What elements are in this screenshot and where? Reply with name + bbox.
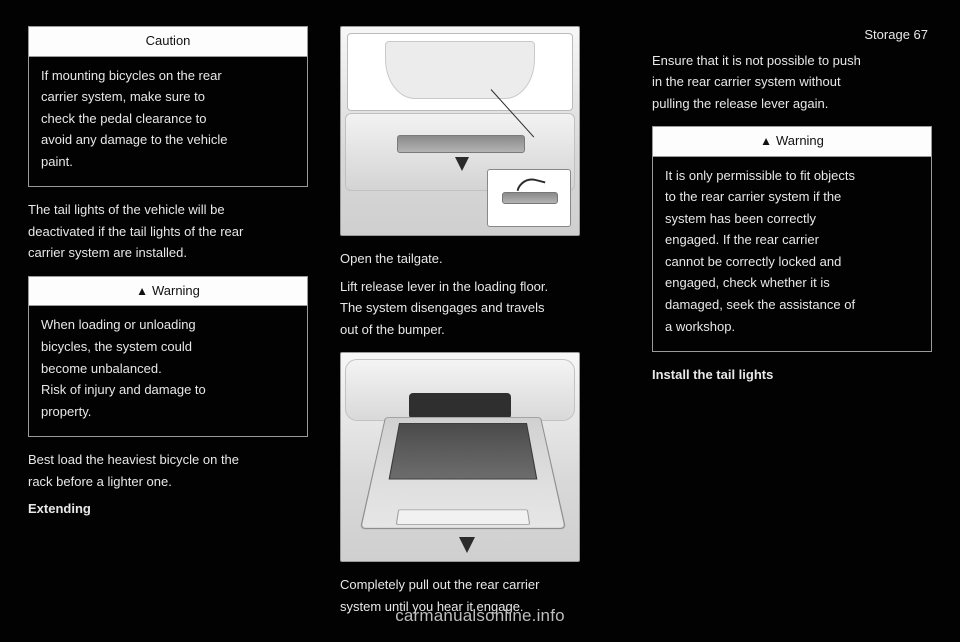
caution-body: If mounting bicycles on the rear carrier… bbox=[29, 57, 307, 187]
caution-title: Caution bbox=[146, 32, 191, 50]
caution-line: carrier system, make sure to bbox=[41, 88, 295, 106]
paragraph: Lift release lever in the loading floor.… bbox=[340, 278, 620, 339]
subheading-tail-lights: Install the tail lights bbox=[652, 366, 932, 384]
warning-line: cannot be correctly locked and bbox=[665, 253, 919, 271]
illustration-shape bbox=[396, 510, 530, 525]
warning-box: ▲ Warning It is only permissible to fit … bbox=[652, 126, 932, 352]
text-line: rack before a lighter one. bbox=[28, 473, 308, 491]
figure-tailgate bbox=[340, 26, 580, 236]
illustration-shape bbox=[502, 192, 558, 204]
text-line: in the rear carrier system without bbox=[652, 73, 932, 91]
text-line: deactivated if the tail lights of the re… bbox=[28, 223, 308, 241]
text-line: out of the bumper. bbox=[340, 321, 620, 339]
warning-line: Risk of injury and damage to bbox=[41, 381, 295, 399]
warning-triangle-icon: ▲ bbox=[760, 135, 772, 147]
caution-line: check the pedal clearance to bbox=[41, 110, 295, 128]
paragraph: Best load the heaviest bicycle on the ra… bbox=[28, 451, 308, 490]
paragraph: Ensure that it is not possible to push i… bbox=[652, 52, 932, 113]
warning-line: a workshop. bbox=[665, 318, 919, 336]
warning-title: Warning bbox=[152, 282, 200, 300]
warning-title: Warning bbox=[776, 132, 824, 150]
warning-line: When loading or unloading bbox=[41, 316, 295, 334]
figure-carrier-extend bbox=[340, 352, 580, 562]
caution-line: paint. bbox=[41, 153, 295, 171]
text-line: Lift release lever in the loading floor. bbox=[340, 278, 620, 296]
warning-line: bicycles, the system could bbox=[41, 338, 295, 356]
warning-line: to the rear carrier system if the bbox=[665, 188, 919, 206]
illustration-shape bbox=[397, 135, 525, 153]
text-line: Completely pull out the rear carrier bbox=[340, 576, 620, 594]
warning-line: engaged. If the rear carrier bbox=[665, 231, 919, 249]
text-line: The tail lights of the vehicle will be bbox=[28, 201, 308, 219]
text-line: Best load the heaviest bicycle on the bbox=[28, 451, 308, 469]
warning-line: become unbalanced. bbox=[41, 360, 295, 378]
paragraph: Open the tailgate. bbox=[340, 250, 620, 268]
warning-body: When loading or unloading bicycles, the … bbox=[29, 306, 307, 436]
column-2: Open the tailgate. Lift release lever in… bbox=[340, 26, 620, 619]
warning-body: It is only permissible to fit objects to… bbox=[653, 157, 931, 351]
text-line: pulling the release lever again. bbox=[652, 95, 932, 113]
warning-header: ▲ Warning bbox=[29, 277, 307, 307]
illustration-shape bbox=[385, 41, 535, 99]
caution-header: Caution bbox=[29, 27, 307, 57]
column-1: Caution If mounting bicycles on the rear… bbox=[28, 26, 308, 619]
arrow-down-icon bbox=[459, 537, 475, 553]
illustration-shape bbox=[389, 423, 538, 480]
paragraph: The tail lights of the vehicle will be d… bbox=[28, 201, 308, 262]
caution-line: avoid any damage to the vehicle bbox=[41, 131, 295, 149]
figure-inset bbox=[487, 169, 571, 227]
warning-line: damaged, seek the assistance of bbox=[665, 296, 919, 314]
text-line: Open the tailgate. bbox=[340, 250, 620, 268]
warning-line: engaged, check whether it is bbox=[665, 274, 919, 292]
column-3: Storage 67 Ensure that it is not possibl… bbox=[652, 26, 932, 619]
warning-line: property. bbox=[41, 403, 295, 421]
subheading-extending: Extending bbox=[28, 500, 308, 518]
illustration-shape bbox=[409, 393, 511, 419]
warning-header: ▲ Warning bbox=[653, 127, 931, 157]
page-header: Storage 67 bbox=[652, 26, 932, 44]
caution-line: If mounting bicycles on the rear bbox=[41, 67, 295, 85]
text-line: The system disengages and travels bbox=[340, 299, 620, 317]
text-line: carrier system are installed. bbox=[28, 244, 308, 262]
page: Caution If mounting bicycles on the rear… bbox=[0, 0, 960, 619]
caution-box: Caution If mounting bicycles on the rear… bbox=[28, 26, 308, 187]
warning-box: ▲ Warning When loading or unloading bicy… bbox=[28, 276, 308, 437]
watermark: carmanualsonline.info bbox=[0, 605, 960, 628]
text-line: Ensure that it is not possible to push bbox=[652, 52, 932, 70]
warning-line: system has been correctly bbox=[665, 210, 919, 228]
warning-line: It is only permissible to fit objects bbox=[665, 167, 919, 185]
arrow-down-icon bbox=[455, 157, 469, 171]
warning-triangle-icon: ▲ bbox=[136, 285, 148, 297]
